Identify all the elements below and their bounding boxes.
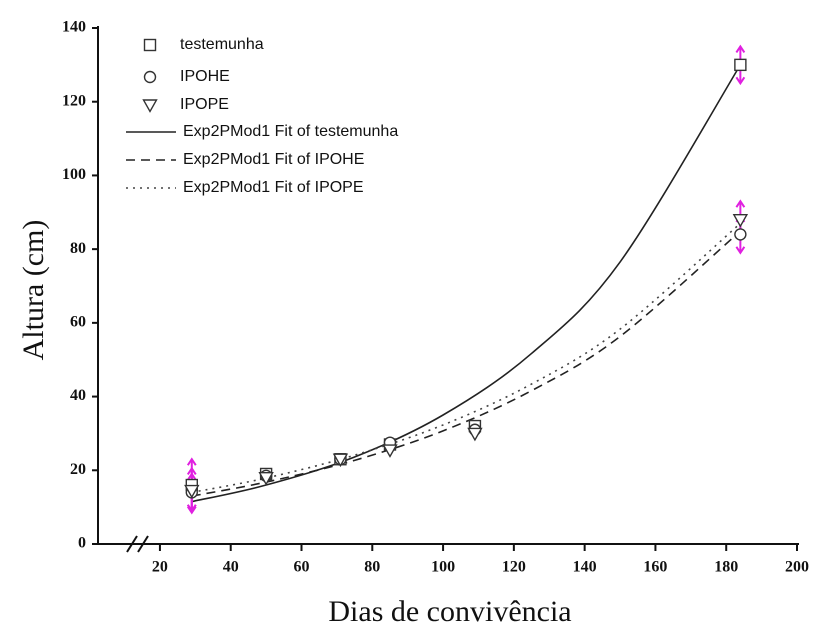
legend-label: Exp2PMod1 Fit of testemunha: [183, 123, 398, 140]
y-tick-label: 0: [78, 535, 86, 552]
x-tick-label: 180: [714, 559, 738, 576]
y-axis-title: Altura (cm): [17, 220, 50, 361]
marker: [467, 427, 483, 442]
x-tick-label: 100: [431, 559, 455, 576]
x-axis-title: Dias de convivência: [328, 595, 571, 628]
marker: [734, 228, 747, 241]
x-tick-label: 80: [364, 559, 380, 576]
marker: [143, 38, 157, 52]
legend-label: IPOPE: [180, 96, 229, 113]
y-tick-label: 20: [70, 461, 86, 478]
marker: [382, 444, 398, 458]
y-tick-label: 120: [62, 92, 86, 109]
x-tick-label: 140: [573, 559, 597, 576]
legend-label: Exp2PMod1 Fit of IPOPE: [183, 179, 364, 196]
x-tick-label: 200: [785, 559, 809, 576]
x-tick-label: 60: [294, 559, 310, 576]
legend-label: Exp2PMod1 Fit of IPOHE: [183, 151, 364, 168]
fit-line: [191, 64, 742, 503]
x-tick-label: 160: [643, 559, 667, 576]
fit-line: [191, 230, 741, 497]
marker: [258, 471, 274, 486]
marker: [734, 58, 747, 72]
y-tick-label: 100: [62, 166, 86, 183]
x-tick-label: 40: [223, 559, 239, 576]
marker: [143, 70, 157, 84]
legend-label: IPOHE: [180, 68, 230, 85]
x-tick-label: 20: [152, 559, 168, 576]
marker: [184, 484, 200, 499]
y-tick-label: 40: [70, 387, 86, 404]
legend-label: testemunha: [180, 36, 264, 53]
error-cap: [186, 466, 197, 515]
marker: [142, 99, 158, 113]
marker: [732, 213, 749, 228]
y-tick-label: 140: [62, 19, 86, 36]
error-cap: [735, 44, 746, 86]
y-tick-label: 80: [70, 240, 86, 257]
marker: [332, 453, 349, 468]
y-tick-label: 60: [70, 314, 86, 331]
fit-line: [191, 222, 741, 494]
x-tick-label: 120: [502, 559, 526, 576]
